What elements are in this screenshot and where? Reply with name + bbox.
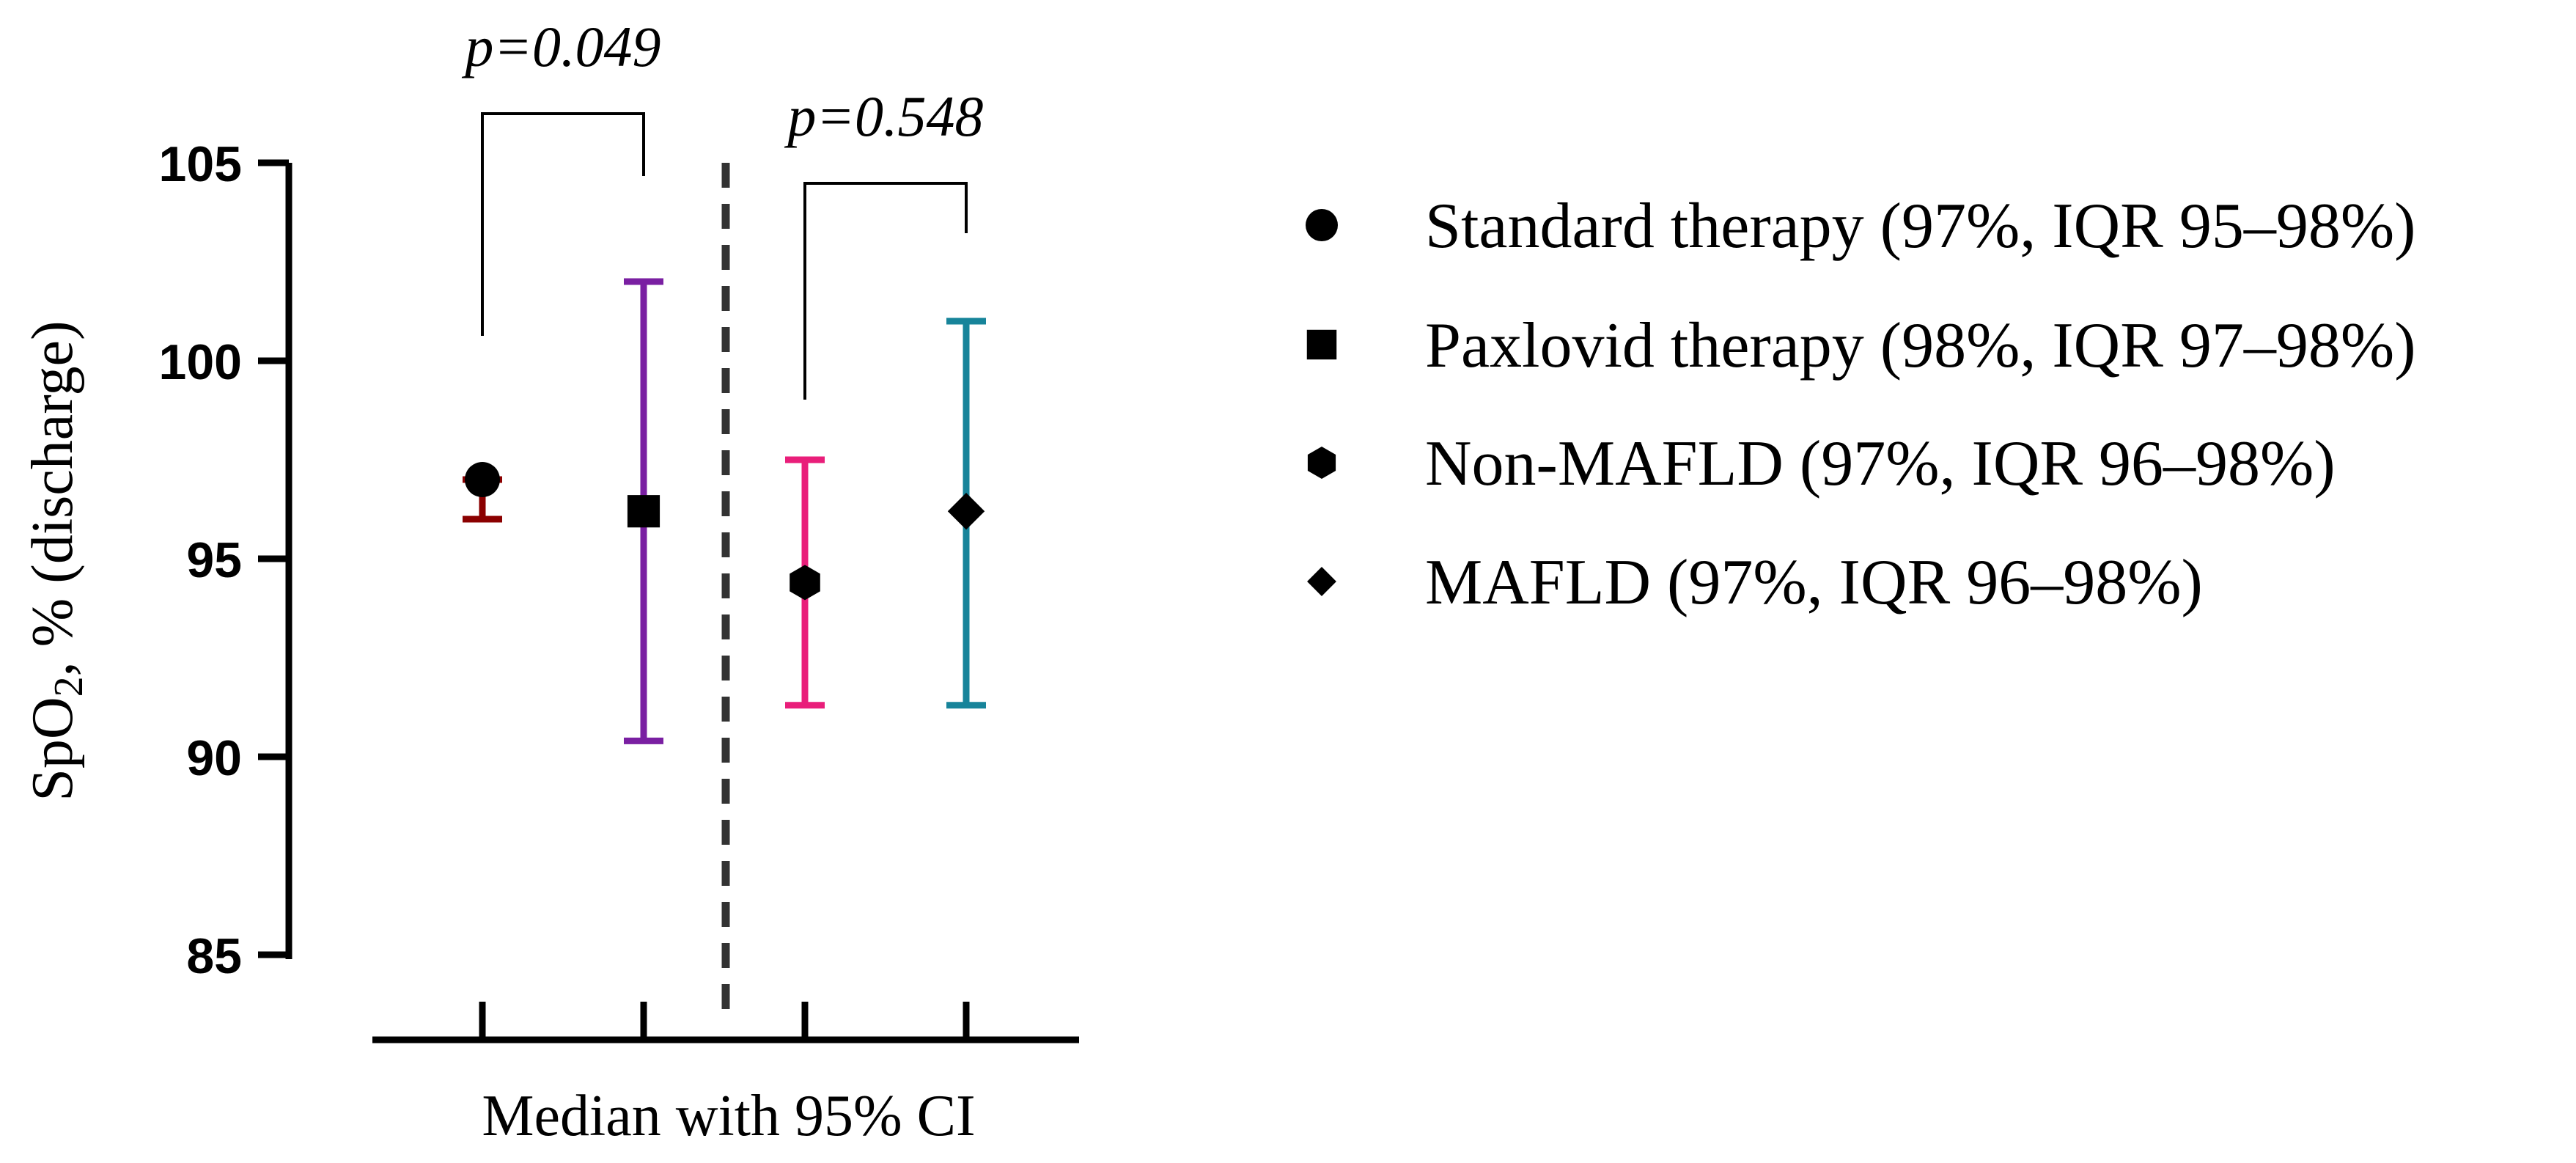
legend-label-2: Paxlovid therapy (98%, IQR 97–98%) xyxy=(1425,310,2416,381)
bracket-2: p=0.548 xyxy=(784,84,984,400)
y-tick-label-85: 85 xyxy=(186,928,242,984)
legend-marker-3 xyxy=(1307,447,1336,479)
legend-marker-4 xyxy=(1307,567,1336,596)
legend-marker-1 xyxy=(1306,209,1338,241)
median-marker-2 xyxy=(627,495,660,528)
y-tick-label-100: 100 xyxy=(159,334,242,390)
y-tick-label-95: 95 xyxy=(186,532,242,588)
legend-label-1: Standard therapy (97%, IQR 95–98%) xyxy=(1425,191,2415,262)
median-marker-4 xyxy=(947,493,985,530)
significance-brackets: p=0.049 p=0.548 xyxy=(461,15,984,400)
median-marker-1 xyxy=(465,462,500,497)
bracket-1: p=0.049 xyxy=(461,15,661,336)
legend-item-3: Non-MAFLD (97%, IQR 96–98%) xyxy=(1307,428,2336,499)
median-marker-3 xyxy=(790,565,820,601)
y-tick-label-105: 105 xyxy=(159,136,242,192)
legend: Standard therapy (97%, IQR 95–98%) Paxlov… xyxy=(1306,191,2416,618)
p-value-label-2: p=0.548 xyxy=(784,84,983,148)
y-axis-title-subscript: 2 xyxy=(46,676,92,697)
bracket-line-2 xyxy=(803,182,968,400)
legend-item-1: Standard therapy (97%, IQR 95–98%) xyxy=(1306,191,2415,262)
legend-marker-2 xyxy=(1306,329,1337,360)
bracket-line-1 xyxy=(481,112,645,336)
p-value-label-1: p=0.049 xyxy=(461,15,660,78)
legend-item-4: MAFLD (97%, IQR 96–98%) xyxy=(1307,547,2203,618)
y-axis-title: SpO2, % (discharge) xyxy=(21,320,92,801)
y-axis-title-rest: , % (discharge) xyxy=(21,320,85,676)
y-ticks: 105 100 95 90 85 xyxy=(159,136,289,984)
y-axis-title-main: SpO xyxy=(21,697,85,801)
legend-item-2: Paxlovid therapy (98%, IQR 97–98%) xyxy=(1306,310,2416,381)
errorbar-group-4 xyxy=(946,318,986,709)
errorbar-group-1 xyxy=(463,462,502,523)
legend-label-3: Non-MAFLD (97%, IQR 96–98%) xyxy=(1425,428,2336,499)
legend-label-4: MAFLD (97%, IQR 96–98%) xyxy=(1425,547,2203,618)
data-marks xyxy=(463,278,986,1040)
y-tick-label-90: 90 xyxy=(186,730,242,786)
x-axis-title: Median with 95% CI xyxy=(482,1084,975,1148)
errorbar-group-3 xyxy=(785,456,825,709)
errorbar-group-2 xyxy=(624,278,663,744)
